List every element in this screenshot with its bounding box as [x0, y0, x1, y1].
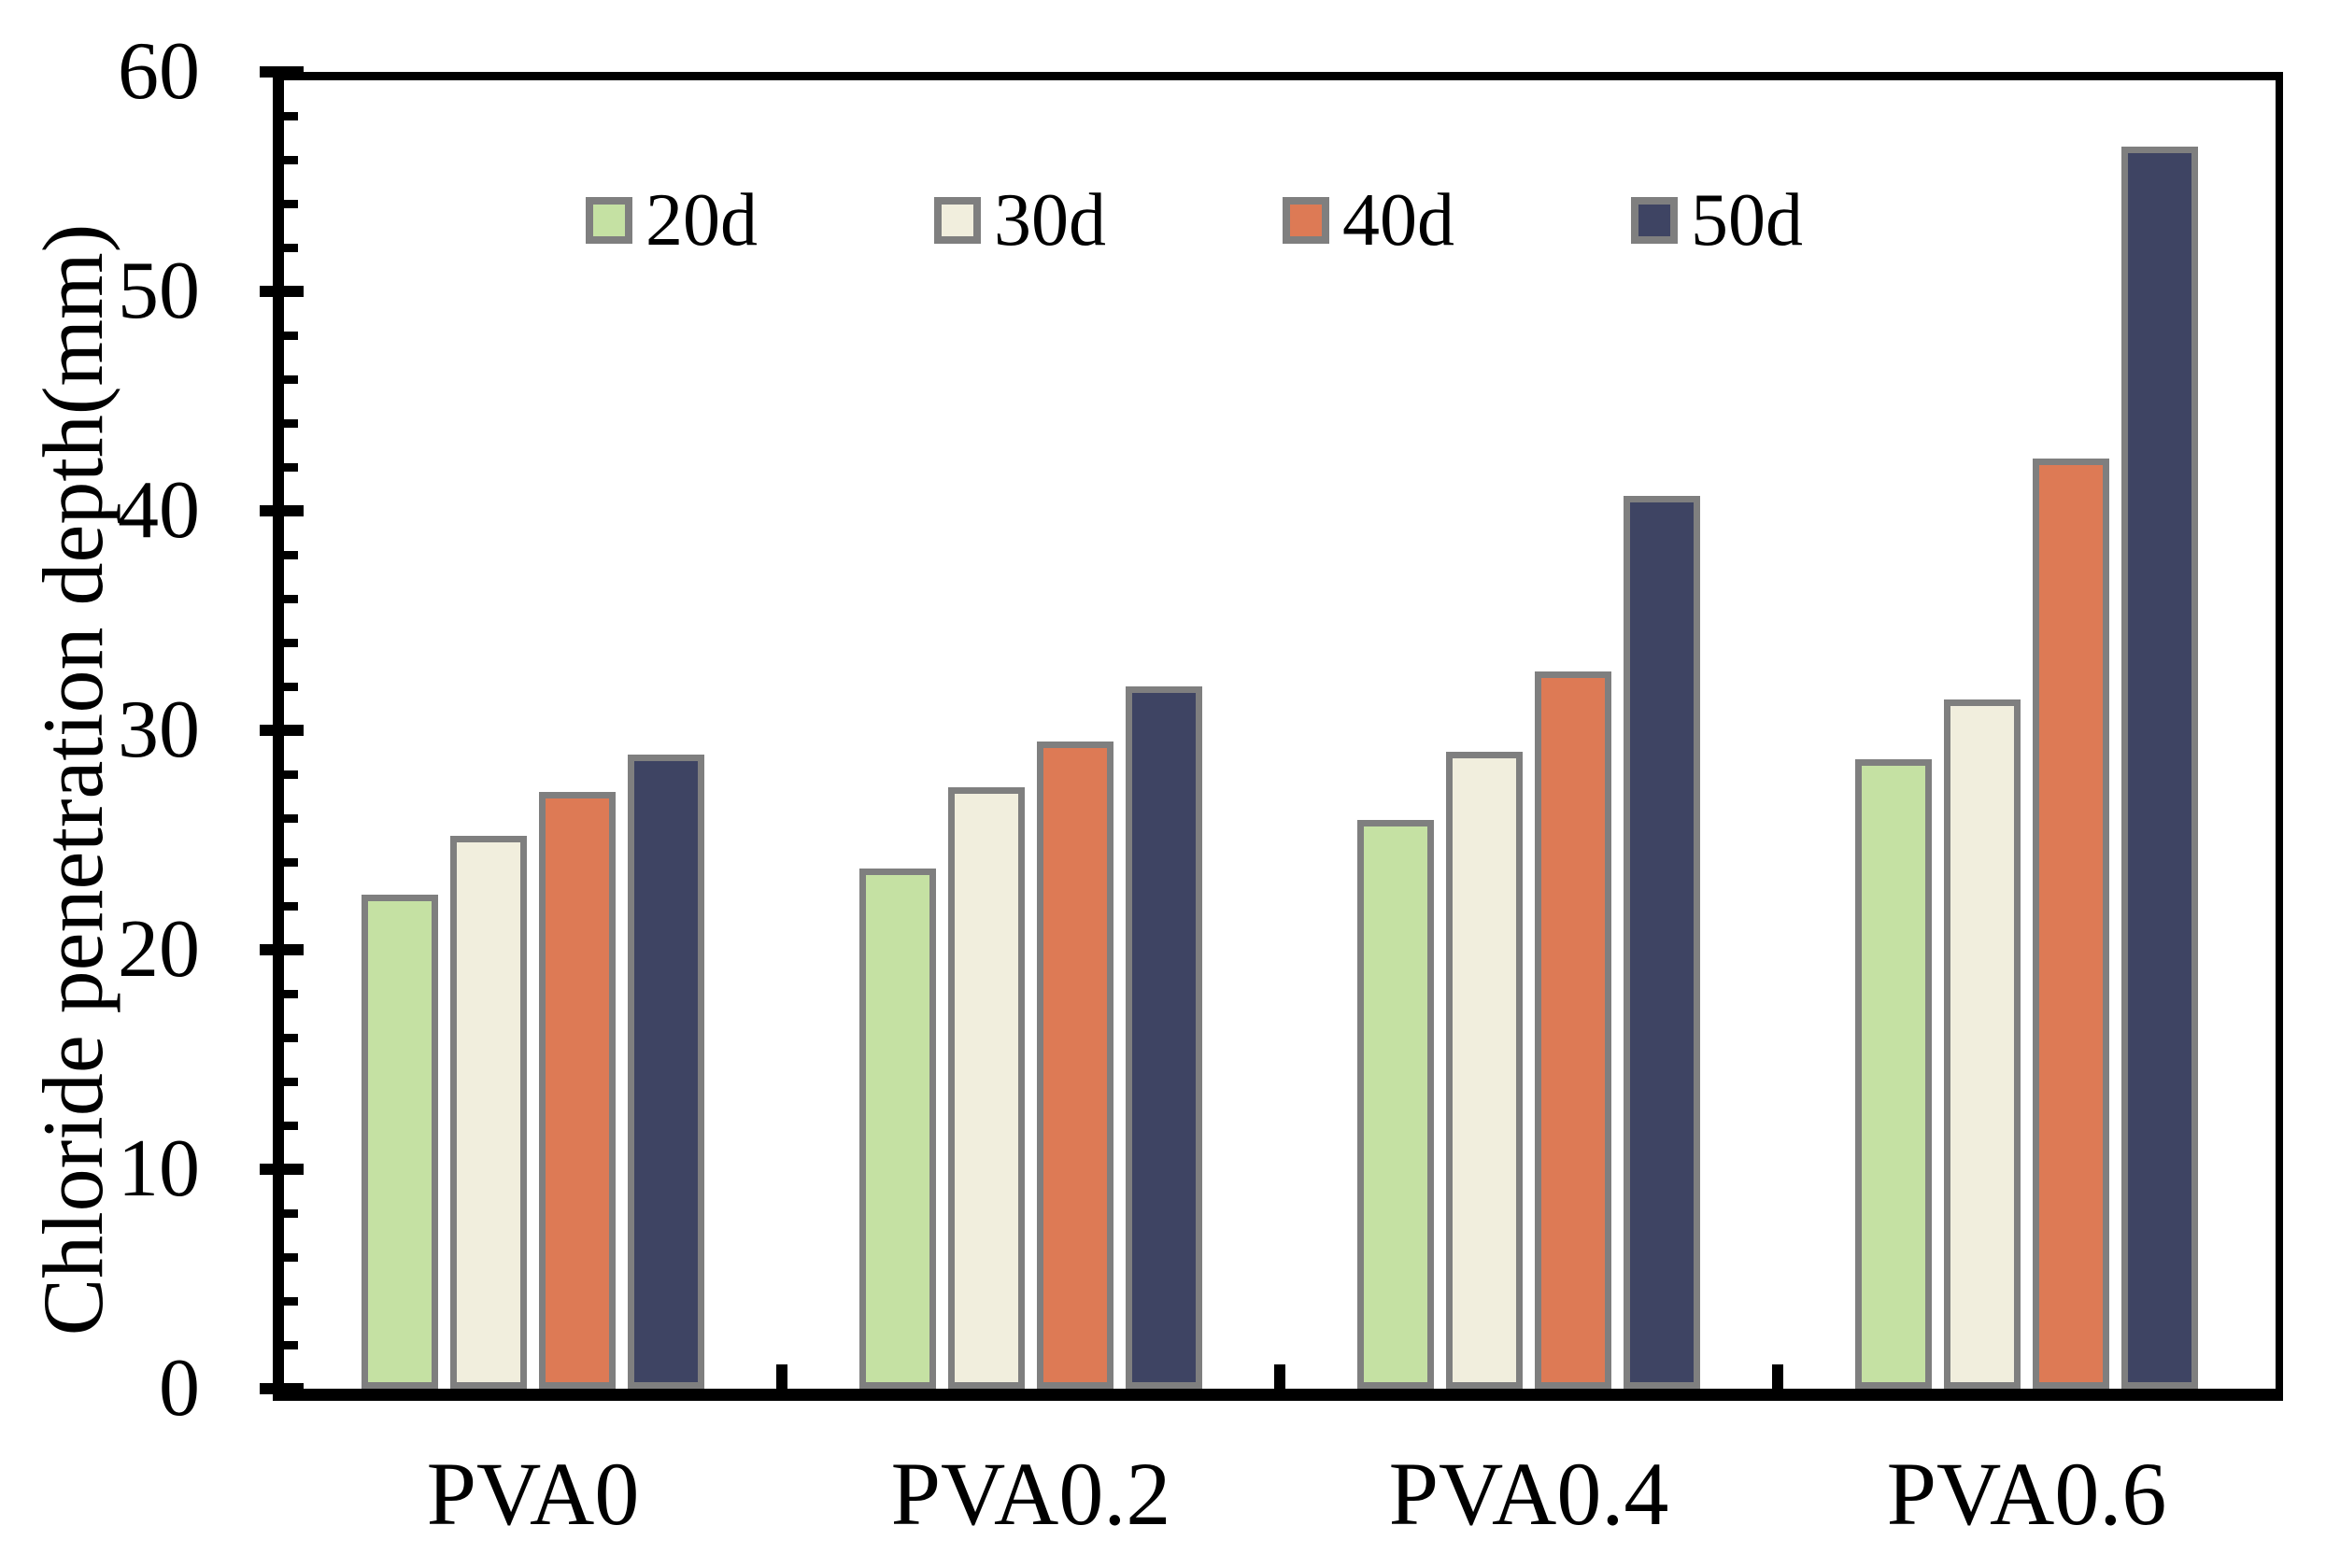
- legend-swatch-icon: [1283, 197, 1329, 244]
- x-category-label: PVA0: [426, 1444, 640, 1544]
- y-minor-tick: [284, 199, 298, 208]
- legend-swatch-icon: [1631, 197, 1678, 244]
- x-boundary-tick: [1772, 1364, 1783, 1389]
- y-tick-label: 0: [159, 1343, 200, 1434]
- legend-swatch-icon: [586, 197, 632, 244]
- y-minor-tick: [284, 1033, 298, 1042]
- y-minor-tick: [284, 1340, 298, 1349]
- x-category-label: PVA0.2: [890, 1444, 1171, 1544]
- legend-item-50d: 50d: [1631, 183, 1803, 258]
- y-minor-tick: [284, 374, 298, 384]
- y-major-tick: [260, 505, 304, 516]
- y-minor-tick: [284, 857, 298, 867]
- bar-PVA0.6-50d: [2121, 147, 2198, 1389]
- bar-PVA0.2-50d: [1126, 686, 1202, 1389]
- bar-PVA0.6-40d: [2033, 459, 2109, 1389]
- y-minor-tick: [284, 1252, 298, 1262]
- legend-item-40d: 40d: [1283, 183, 1454, 258]
- y-major-tick: [260, 1164, 304, 1175]
- bar-PVA0-50d: [628, 755, 704, 1389]
- bar-PVA0-40d: [539, 792, 616, 1389]
- y-tick-label: 50: [118, 246, 200, 336]
- y-minor-tick: [284, 550, 298, 559]
- bar-PVA0.4-20d: [1357, 820, 1434, 1389]
- bar-PVA0-20d: [362, 895, 438, 1389]
- legend-label: 50d: [1691, 179, 1803, 261]
- y-major-tick: [260, 725, 304, 736]
- y-major-tick: [260, 944, 304, 955]
- bar-PVA0.6-30d: [1944, 699, 2021, 1389]
- x-category-label: PVA0.6: [1886, 1444, 2167, 1544]
- bar-PVA0-30d: [450, 836, 527, 1389]
- bar-PVA0.4-30d: [1446, 752, 1523, 1389]
- y-tick-label: 60: [118, 26, 200, 117]
- y-tick-label: 10: [118, 1123, 200, 1214]
- legend-item-20d: 20d: [586, 183, 758, 258]
- x-category-label: PVA0.4: [1388, 1444, 1669, 1544]
- y-minor-tick: [284, 243, 298, 252]
- legend-label: 30d: [994, 179, 1106, 261]
- y-minor-tick: [284, 813, 298, 823]
- y-minor-tick: [284, 989, 298, 998]
- bar-PVA0.2-20d: [859, 869, 936, 1389]
- plot-area: [273, 72, 2283, 1401]
- legend-swatch-icon: [934, 197, 981, 244]
- y-major-tick: [260, 1383, 304, 1394]
- bar-PVA0.2-30d: [948, 787, 1025, 1389]
- legend-label: 40d: [1342, 179, 1454, 261]
- y-minor-tick: [284, 770, 298, 779]
- y-minor-tick: [284, 155, 298, 164]
- y-minor-tick: [284, 462, 298, 472]
- y-major-tick: [260, 66, 304, 78]
- y-minor-tick: [284, 1077, 298, 1086]
- y-minor-tick: [284, 1121, 298, 1130]
- bar-PVA0.2-40d: [1037, 742, 1113, 1389]
- y-minor-tick: [284, 1296, 298, 1306]
- y-minor-tick: [284, 682, 298, 691]
- y-tick-label: 40: [118, 465, 200, 556]
- y-minor-tick: [284, 111, 298, 120]
- y-minor-tick: [284, 331, 298, 340]
- bar-PVA0.4-50d: [1624, 496, 1700, 1389]
- y-tick-label: 30: [118, 685, 200, 775]
- legend-item-30d: 30d: [934, 183, 1106, 258]
- bar-PVA0.4-40d: [1535, 671, 1611, 1389]
- y-minor-tick: [284, 901, 298, 911]
- y-minor-tick: [284, 594, 298, 603]
- bar-PVA0.6-20d: [1855, 759, 1932, 1389]
- y-tick-label: 20: [118, 904, 200, 995]
- legend-label: 20d: [645, 179, 758, 261]
- x-boundary-tick: [1274, 1364, 1285, 1389]
- y-minor-tick: [284, 638, 298, 647]
- y-minor-tick: [284, 1208, 298, 1218]
- y-minor-tick: [284, 418, 298, 428]
- y-major-tick: [260, 286, 304, 297]
- x-boundary-tick: [776, 1364, 787, 1389]
